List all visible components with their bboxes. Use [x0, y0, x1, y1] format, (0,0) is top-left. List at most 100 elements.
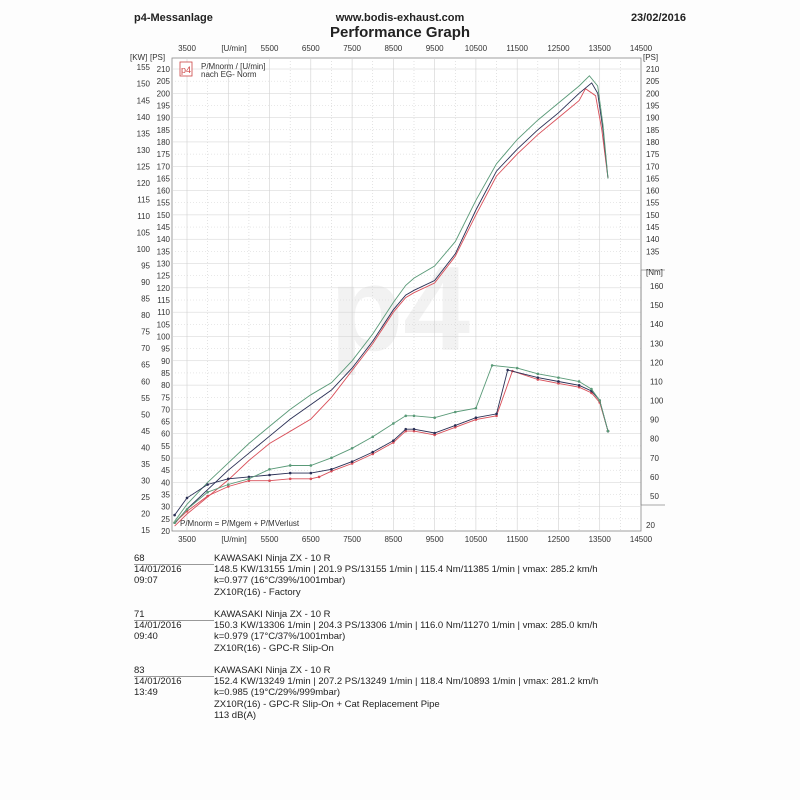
- ps-tick-label: 25: [161, 515, 170, 524]
- ps-tick-label: 180: [157, 138, 171, 147]
- ps-tick-label: 20: [161, 527, 170, 536]
- nm-tick-label: 130: [650, 339, 664, 348]
- data-point: [577, 380, 581, 383]
- data-point: [268, 467, 271, 471]
- run-conditions: k=0.977 (16°C/39%/1001mbar): [214, 575, 346, 587]
- kw-tick-label: 125: [137, 162, 151, 171]
- data-point: [557, 380, 560, 383]
- data-point: [288, 471, 292, 475]
- data-point: [515, 366, 519, 370]
- x-tick-label: 8500: [384, 535, 402, 544]
- run-id: 68: [134, 553, 214, 566]
- data-point: [557, 376, 560, 379]
- data-point: [206, 490, 209, 494]
- x-tick-label: 8500: [384, 44, 402, 53]
- nm-tick-label: 120: [650, 358, 664, 367]
- ps-tick-label: 210: [157, 65, 171, 74]
- data-point: [226, 477, 230, 481]
- kw-tick-label: 130: [137, 146, 151, 155]
- data-point: [206, 483, 209, 486]
- ps-tick-label: 190: [157, 114, 171, 123]
- x-tick-label: 7500: [343, 535, 361, 544]
- run-results: 148.5 KW/13155 1/min | 201.9 PS/13155 1/…: [214, 564, 598, 576]
- ps-tick-label: 165: [157, 174, 171, 183]
- p4-logo: [179, 61, 193, 77]
- data-point: [330, 456, 333, 460]
- header-left: p4-Messanlage: [134, 12, 213, 24]
- kw-tick-label: 55: [141, 394, 150, 403]
- data-point: [412, 429, 416, 433]
- x-tick-label: 11500: [506, 535, 528, 544]
- ps-tick-label: 130: [157, 260, 171, 269]
- ps-tick-label: 200: [646, 89, 660, 98]
- kw-tick-label: 95: [141, 262, 150, 271]
- ps-tick-label: 100: [157, 332, 171, 341]
- ps-tick-label: 125: [157, 272, 171, 281]
- x-tick-label: 6500: [302, 44, 320, 53]
- x-tick-label: 5500: [261, 44, 279, 53]
- nm-tick-label: 80: [650, 435, 659, 444]
- kw-tick-label: 110: [137, 212, 150, 221]
- ps-tick-label: 175: [646, 150, 660, 159]
- data-point: [590, 387, 593, 391]
- x-tick-label: 13500: [589, 44, 612, 53]
- data-point: [226, 485, 230, 488]
- kw-tick-label: 150: [137, 80, 151, 89]
- ps-tick-label: 195: [157, 101, 171, 110]
- x-tick-label: 14500: [630, 535, 653, 544]
- data-point: [453, 424, 457, 427]
- ps-tick-label: 50: [161, 454, 170, 463]
- ps-tick-label: 170: [646, 162, 660, 171]
- data-point: [453, 425, 457, 429]
- kw-tick-label: 155: [137, 63, 151, 72]
- kw-tick-label: 25: [141, 493, 150, 502]
- data-point: [309, 477, 313, 481]
- run-vehicle: KAWASAKI Ninja ZX - 10 R: [214, 665, 331, 676]
- kw-tick-label: 115: [137, 195, 150, 204]
- ps-tick-label: 145: [646, 223, 660, 232]
- data-point: [433, 431, 436, 435]
- legend-line: nach EG- Norm: [201, 70, 257, 79]
- data-point: [371, 435, 375, 439]
- kw-tick-label: 70: [141, 344, 150, 353]
- nm-tick-label: 50: [650, 492, 659, 501]
- nm-tick-label: 150: [650, 301, 664, 310]
- x-unit-label: [U/min]: [221, 535, 246, 544]
- data-point: [392, 439, 395, 442]
- data-point: [371, 450, 375, 454]
- ps-tick-label: 210: [646, 65, 660, 74]
- data-point: [490, 364, 494, 367]
- ps-tick-label: 160: [646, 187, 660, 196]
- kw-tick-label: 30: [141, 476, 150, 485]
- run-results: 150.3 KW/13306 1/min | 204.3 PS/13306 1/…: [214, 620, 598, 632]
- data-point: [404, 429, 408, 433]
- ps-tick-label: 205: [157, 77, 171, 86]
- performance-chart: p4 3500 3500 5500 5500 6500 6500 7500 7500 8500 85…: [130, 44, 665, 544]
- data-point: [226, 483, 230, 486]
- data-point: [392, 422, 395, 425]
- x-tick-label: 11500: [506, 44, 528, 53]
- nm-tick-label: 70: [650, 454, 659, 463]
- kw-tick-label: 85: [141, 295, 150, 304]
- nm-tick-label: 160: [650, 282, 664, 291]
- run-conditions: k=0.979 (17°C/37%/1001mbar): [214, 631, 346, 643]
- ps-tick-label: 140: [646, 235, 660, 244]
- run-date: 14/01/2016 09:40: [134, 620, 182, 643]
- ps-tick-label: 185: [646, 126, 660, 135]
- kw-tick-label: 40: [141, 443, 150, 452]
- data-point: [330, 467, 333, 471]
- x-tick-label: 13500: [589, 535, 612, 544]
- nm-tick-label: 140: [650, 320, 664, 329]
- data-point: [577, 383, 581, 387]
- data-point: [474, 406, 478, 410]
- x-unit-label: [U/min]: [221, 44, 246, 53]
- data-point: [268, 479, 271, 483]
- x-tick-label: 7500: [343, 44, 361, 53]
- data-point: [288, 464, 292, 467]
- data-point: [606, 429, 610, 433]
- x-tick-label: 3500: [178, 535, 196, 544]
- data-point: [495, 414, 498, 418]
- x-tick-label: 5500: [261, 535, 279, 544]
- data-point: [536, 376, 540, 379]
- data-point: [173, 513, 176, 517]
